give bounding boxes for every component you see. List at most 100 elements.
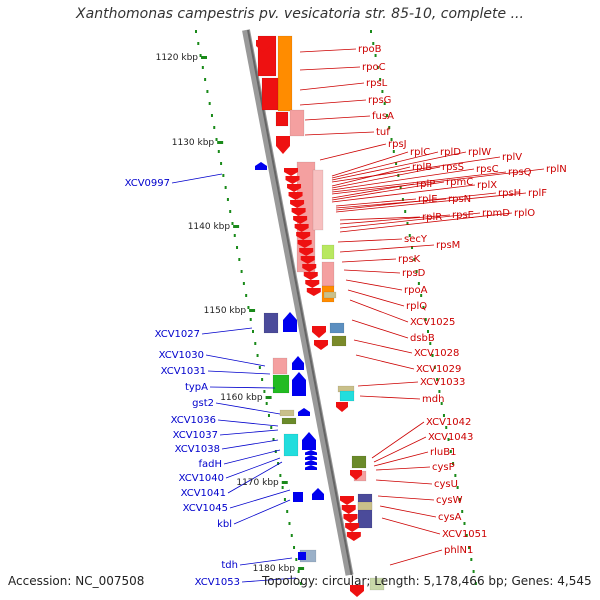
track-dot [456, 486, 459, 489]
gene-label-tuf: tuf [376, 127, 390, 138]
gene-arrow [305, 450, 317, 455]
leader-line-rpob [299, 48, 357, 53]
gene-arrow [297, 240, 312, 248]
gene-arrow [343, 514, 358, 523]
gene-label-xcv1033: XCV1033 [420, 377, 465, 388]
leader-line-rpsd [343, 269, 401, 274]
track-dot [383, 102, 386, 105]
kbp-label-1140-kbp: 1140 kbp [188, 222, 231, 232]
track-dot [252, 330, 254, 333]
gene-label-xcv1037: XCV1037 [173, 430, 218, 441]
track-dot [272, 438, 275, 441]
leader-line-rpsk [341, 258, 397, 263]
leader-line-rpsc [331, 168, 475, 191]
leader-line-rpsj [319, 143, 387, 161]
track-dot [388, 126, 391, 129]
leader-line-rpsh [335, 192, 497, 211]
gene-label-rpoc: rpoC [362, 62, 386, 73]
track-dot [417, 282, 420, 285]
leader-line-xcv0997 [171, 173, 223, 184]
gene-label-rlub1: rluB1 [430, 447, 456, 458]
gene-label-gst2: gst2 [192, 398, 214, 409]
leader-line-xcv1028 [353, 339, 413, 354]
leader-line-tdh [239, 557, 293, 566]
track-dot [261, 378, 264, 381]
gene-label-mdh: mdh [422, 394, 444, 405]
track-dot [447, 438, 450, 441]
track-dot [379, 78, 382, 81]
track-dot [442, 414, 445, 417]
leader-line-tuf [304, 131, 375, 136]
gene-block [323, 291, 337, 299]
gene-block [281, 417, 297, 425]
track-dot [401, 198, 404, 201]
gene-arrow [296, 232, 311, 240]
gene-label-xcv1045: XCV1045 [183, 503, 228, 514]
track-dot [433, 366, 436, 369]
track-dot [411, 246, 414, 249]
gene-arrow [350, 470, 362, 480]
track-dot [208, 102, 211, 105]
gene-arrow [285, 176, 300, 184]
leader-line-mdh [359, 395, 421, 400]
gene-block [339, 390, 355, 402]
leader-line-rlub1 [373, 451, 429, 467]
gene-label-xcv1051: XCV1051 [442, 529, 487, 540]
gene-label-xcv1041: XCV1041 [181, 488, 226, 499]
track-dot [254, 342, 257, 345]
gene-label-rpsg: rpsG [368, 95, 391, 106]
gene-label-rpss: rpsS [442, 162, 464, 173]
gene-label-rpse: rpsE [452, 210, 474, 221]
track-dot [283, 498, 286, 501]
track-dot [270, 426, 273, 429]
backbone-shade [247, 29, 353, 576]
leader-line-rpsg [299, 99, 367, 106]
track-dot [213, 126, 216, 129]
leader-line-rplc [331, 151, 409, 177]
gene-label-xcv1040: XCV1040 [179, 473, 224, 484]
gene-arrow [346, 532, 361, 541]
leader-line-rplb [331, 166, 411, 187]
gene-block [351, 455, 367, 469]
track-dot [281, 486, 284, 489]
leader-line-cysp [375, 466, 431, 471]
track-dot [438, 390, 441, 393]
track-dot [195, 30, 197, 33]
kbp-tick [201, 56, 207, 59]
gene-label-xcv1029: XCV1029 [416, 364, 461, 375]
gene-label-rplx: rplX [477, 180, 497, 191]
gene-block [277, 35, 293, 112]
track-dot [249, 318, 252, 321]
gene-arrow [305, 460, 317, 465]
leader-line-xcv1038 [221, 439, 279, 450]
gene-block [263, 312, 279, 334]
gene-label-xcv0997: XCV0997 [125, 178, 170, 189]
gene-label-xcv1028: XCV1028 [414, 348, 459, 359]
gene-label-rpoa: rpoA [404, 285, 428, 296]
track-dot [372, 42, 375, 45]
gene-label-xcv1025: XCV1025 [410, 317, 455, 328]
left-gene-labels: XCV0997 XCV1027 XCV1030 XCV1031 typA gst2 XCV1… [125, 178, 240, 588]
leader-line-rplx [331, 184, 476, 203]
leader-line-xcv1037 [219, 429, 279, 436]
track-dot [390, 138, 393, 141]
kbp-tick [233, 225, 240, 228]
gene-label-cysw: cysW [436, 495, 463, 506]
gene-label-xcv1042: XCV1042 [426, 417, 471, 428]
leader-line-rpse [339, 214, 451, 225]
track-dot [267, 414, 270, 417]
leader-line-xcv1040 [225, 457, 281, 479]
leader-line-rpss [331, 166, 441, 189]
track-dot [452, 462, 455, 465]
gene-arrow [302, 264, 317, 272]
kbp-label-1170-kbp: 1170 kbp [236, 478, 279, 488]
gene-label-fadh: fadH [198, 459, 222, 470]
kbp-ticks [195, 30, 477, 585]
track-dot [461, 510, 464, 513]
track-dot [468, 546, 471, 549]
track-dot [395, 162, 398, 165]
leader-line-cysu [375, 479, 433, 485]
track-dot [224, 186, 227, 189]
track-dot [376, 66, 379, 69]
gene-arrow [276, 136, 290, 154]
